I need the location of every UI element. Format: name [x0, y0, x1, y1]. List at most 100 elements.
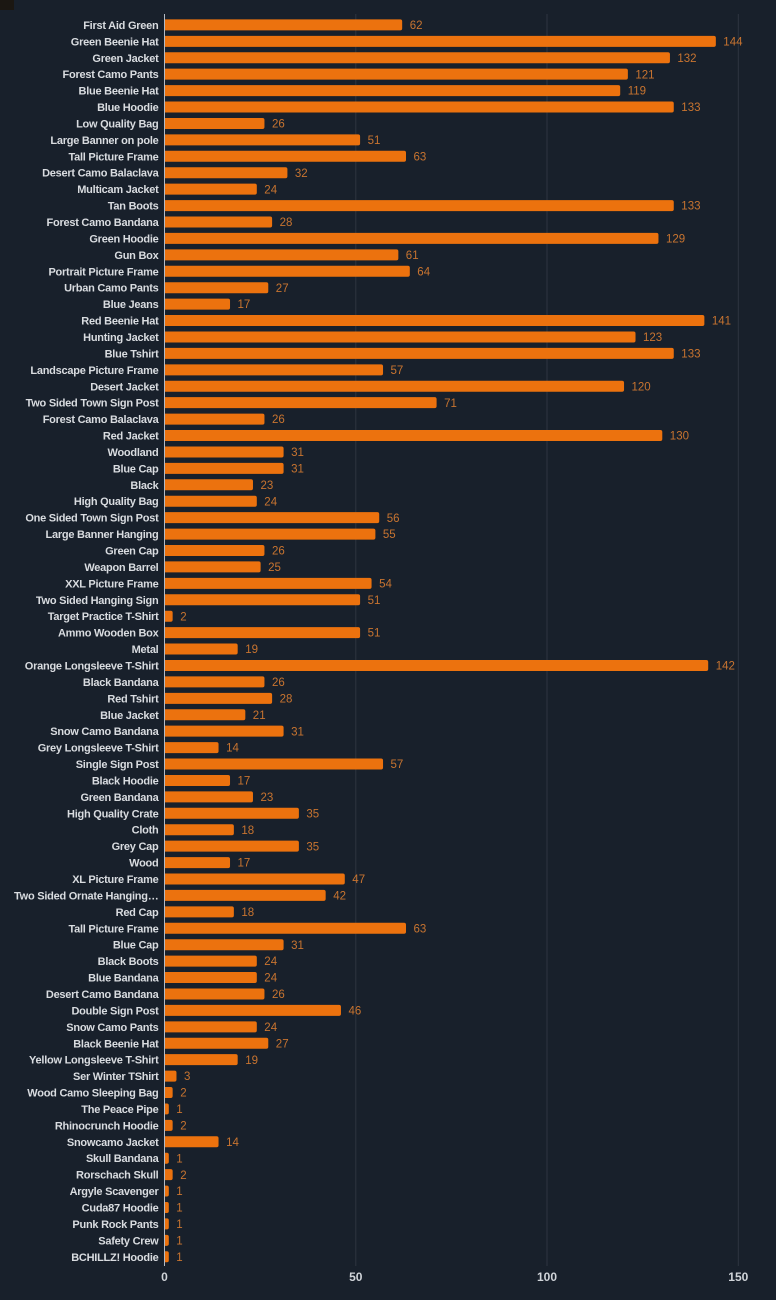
- svg-text:57: 57: [391, 365, 404, 377]
- svg-text:Double Sign Post: Double Sign Post: [71, 1005, 159, 1017]
- svg-text:Snow Camo Bandana: Snow Camo Bandana: [50, 726, 159, 738]
- svg-text:18: 18: [241, 907, 254, 919]
- svg-text:26: 26: [272, 546, 285, 558]
- svg-text:119: 119: [628, 86, 646, 98]
- svg-text:1: 1: [176, 1186, 182, 1198]
- svg-text:144: 144: [723, 36, 743, 48]
- svg-text:Blue Hoodie: Blue Hoodie: [97, 102, 159, 114]
- svg-text:141: 141: [712, 316, 731, 328]
- svg-text:132: 132: [677, 53, 696, 65]
- svg-text:One Sided Town Sign Post: One Sided Town Sign Post: [25, 513, 159, 525]
- svg-text:Desert Camo Balaclava: Desert Camo Balaclava: [42, 168, 160, 180]
- svg-text:19: 19: [245, 1055, 258, 1067]
- svg-text:47: 47: [352, 874, 365, 886]
- svg-text:50: 50: [349, 1270, 363, 1284]
- svg-text:26: 26: [272, 414, 285, 426]
- svg-text:Landscape Picture Frame: Landscape Picture Frame: [30, 365, 158, 377]
- svg-text:First Aid Green: First Aid Green: [83, 20, 159, 32]
- svg-text:23: 23: [261, 792, 274, 804]
- svg-text:Single Sign Post: Single Sign Post: [76, 759, 159, 771]
- svg-text:The Peace Pipe: The Peace Pipe: [81, 1104, 158, 1116]
- svg-text:1: 1: [176, 1235, 182, 1247]
- svg-text:142: 142: [716, 661, 735, 673]
- svg-text:27: 27: [276, 1038, 289, 1050]
- svg-text:26: 26: [272, 119, 285, 131]
- svg-text:1: 1: [176, 1153, 182, 1165]
- svg-text:Blue Bandana: Blue Bandana: [88, 973, 159, 985]
- svg-text:1: 1: [176, 1219, 182, 1231]
- svg-text:32: 32: [295, 168, 308, 180]
- svg-text:28: 28: [280, 217, 293, 229]
- svg-text:Black Bandana: Black Bandana: [83, 677, 160, 689]
- svg-text:31: 31: [291, 940, 304, 952]
- svg-text:51: 51: [368, 595, 381, 607]
- svg-text:Weapon Barrel: Weapon Barrel: [84, 562, 158, 574]
- svg-text:Green Hoodie: Green Hoodie: [89, 233, 158, 245]
- svg-text:Desert Jacket: Desert Jacket: [90, 381, 159, 393]
- svg-text:71: 71: [444, 398, 457, 410]
- svg-text:24: 24: [264, 973, 277, 985]
- svg-text:Blue Beenie Hat: Blue Beenie Hat: [79, 86, 160, 98]
- svg-text:Tan Boots: Tan Boots: [108, 201, 159, 213]
- svg-text:Large Banner on pole: Large Banner on pole: [50, 135, 158, 147]
- svg-text:Red Jacket: Red Jacket: [103, 431, 159, 443]
- svg-text:55: 55: [383, 529, 396, 541]
- svg-text:High Quality Bag: High Quality Bag: [74, 496, 159, 508]
- svg-text:133: 133: [681, 102, 700, 114]
- svg-text:Grey Cap: Grey Cap: [112, 841, 159, 853]
- svg-text:26: 26: [272, 989, 285, 1001]
- svg-text:Snowcamo Jacket: Snowcamo Jacket: [67, 1137, 159, 1149]
- svg-text:Two Sided Hanging Sign: Two Sided Hanging Sign: [36, 595, 159, 607]
- svg-text:Forest Camo Pants: Forest Camo Pants: [63, 69, 159, 81]
- svg-text:1: 1: [176, 1203, 182, 1215]
- svg-text:35: 35: [306, 808, 319, 820]
- svg-text:3: 3: [184, 1071, 190, 1083]
- svg-text:Tall Picture Frame: Tall Picture Frame: [68, 923, 158, 935]
- svg-text:133: 133: [681, 349, 700, 361]
- svg-text:0: 0: [161, 1270, 168, 1284]
- svg-text:Target Practice T-Shirt: Target Practice T-Shirt: [48, 611, 159, 623]
- svg-text:Safety Crew: Safety Crew: [98, 1235, 159, 1247]
- svg-text:Blue Cap: Blue Cap: [113, 940, 159, 952]
- svg-text:31: 31: [291, 463, 304, 475]
- svg-text:2: 2: [180, 1088, 186, 1100]
- svg-text:Ammo Wooden Box: Ammo Wooden Box: [58, 628, 160, 640]
- svg-text:Low Quality Bag: Low Quality Bag: [76, 118, 158, 130]
- svg-text:Gun Box: Gun Box: [114, 250, 159, 262]
- svg-text:2: 2: [180, 1120, 186, 1132]
- svg-text:21: 21: [253, 710, 266, 722]
- svg-text:Red Beenie Hat: Red Beenie Hat: [81, 316, 159, 328]
- svg-text:Tall Picture Frame: Tall Picture Frame: [68, 151, 158, 163]
- svg-text:24: 24: [264, 1022, 277, 1034]
- svg-text:Yellow Longsleeve T-Shirt: Yellow Longsleeve T-Shirt: [29, 1055, 159, 1067]
- svg-text:62: 62: [410, 20, 423, 32]
- svg-text:121: 121: [635, 69, 654, 81]
- svg-text:Skull Bandana: Skull Bandana: [86, 1153, 160, 1165]
- svg-text:2: 2: [180, 611, 186, 623]
- svg-text:Rorschach Skull: Rorschach Skull: [76, 1170, 159, 1182]
- svg-text:31: 31: [291, 726, 304, 738]
- svg-text:14: 14: [226, 1137, 239, 1149]
- svg-text:64: 64: [417, 266, 430, 278]
- svg-text:Red Cap: Red Cap: [116, 907, 159, 919]
- svg-text:25: 25: [268, 562, 281, 574]
- svg-text:XL Picture Frame: XL Picture Frame: [72, 874, 158, 886]
- svg-text:Black Hoodie: Black Hoodie: [92, 775, 159, 787]
- svg-text:Black Boots: Black Boots: [98, 956, 159, 968]
- svg-text:Black Beenie Hat: Black Beenie Hat: [73, 1038, 159, 1050]
- svg-text:28: 28: [280, 693, 293, 705]
- svg-text:Ser Winter TShirt: Ser Winter TShirt: [73, 1071, 159, 1083]
- svg-text:Cloth: Cloth: [132, 825, 159, 837]
- svg-text:High Quality Crate: High Quality Crate: [67, 808, 159, 820]
- svg-text:BCHILLZ! Hoodie: BCHILLZ! Hoodie: [71, 1252, 158, 1264]
- svg-text:Argyle Scavenger: Argyle Scavenger: [70, 1186, 160, 1198]
- svg-text:24: 24: [264, 956, 277, 968]
- svg-text:Snow Camo Pants: Snow Camo Pants: [66, 1022, 158, 1034]
- svg-text:Wood: Wood: [129, 858, 158, 870]
- svg-text:120: 120: [632, 381, 651, 393]
- svg-text:Blue Jacket: Blue Jacket: [100, 710, 159, 722]
- svg-text:129: 129: [666, 234, 685, 246]
- svg-text:Forest Camo Balaclava: Forest Camo Balaclava: [43, 414, 160, 426]
- svg-text:23: 23: [261, 480, 274, 492]
- svg-text:54: 54: [379, 578, 392, 590]
